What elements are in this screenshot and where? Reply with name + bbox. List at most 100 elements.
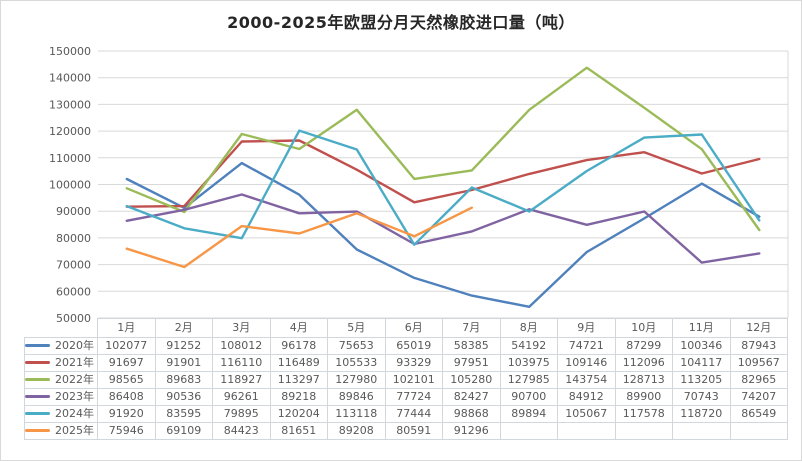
series-name: 2021年	[55, 356, 94, 369]
value-cell: 103975	[499, 354, 558, 372]
table-row-2020年: 2020年 102077 91252 108012 96178 75653 65019 583…	[24, 337, 788, 355]
month-header-row: 1月 2月 3月 4月 5月 6月 7月 8月 9月 10月 11月 12月	[25, 318, 788, 338]
y-axis-tick-label: 50000	[56, 312, 91, 325]
value-cell: 127985	[499, 371, 558, 389]
month-header: 7月	[442, 318, 501, 338]
value-cell: 77724	[384, 388, 443, 406]
value-cell: 91920	[97, 405, 156, 423]
value-cell: 84912	[557, 388, 616, 406]
value-cell: 87299	[614, 337, 673, 355]
value-cell: 96178	[269, 337, 328, 355]
value-cell: 86408	[97, 388, 156, 406]
value-cell: 70743	[672, 388, 731, 406]
series-legend-label: 2021年	[24, 354, 98, 372]
series-name: 2025年	[55, 424, 94, 437]
value-cell: 109567	[729, 354, 788, 372]
series-line-2021年	[125, 139, 761, 208]
value-cell: 116489	[269, 354, 328, 372]
value-cell: 113205	[672, 371, 731, 389]
month-header: 6月	[384, 318, 443, 338]
month-header: 3月	[212, 318, 271, 338]
y-axis-tick-label: 140000	[49, 72, 91, 85]
value-cell: 77444	[384, 405, 443, 423]
value-cell: 102077	[97, 337, 156, 355]
value-cell: 113297	[269, 371, 328, 389]
value-cell: 105067	[557, 405, 616, 423]
series-line-2024年	[125, 129, 761, 246]
value-cell: 89683	[154, 371, 213, 389]
value-cell: 58385	[442, 337, 501, 355]
value-cell: 75653	[327, 337, 386, 355]
series-name: 2023年	[55, 390, 94, 403]
value-cell: 75946	[97, 422, 156, 440]
series-legend-label: 2024年	[24, 405, 98, 423]
y-axis-tick-label: 150000	[49, 45, 91, 58]
series-line-2022年	[125, 66, 761, 232]
value-cell: 117578	[614, 405, 673, 423]
value-cell: 90536	[154, 388, 213, 406]
y-axis-tick-label: 90000	[56, 205, 91, 218]
value-cell	[557, 422, 616, 440]
y-axis-tick-label: 80000	[56, 232, 91, 245]
value-cell: 54192	[499, 337, 558, 355]
month-header: 10月	[614, 318, 673, 338]
value-cell: 74721	[557, 337, 616, 355]
value-cell: 89208	[327, 422, 386, 440]
month-header: 4月	[269, 318, 328, 338]
series-line-2023年	[125, 193, 761, 264]
value-cell: 91901	[154, 354, 213, 372]
value-cell: 98565	[97, 371, 156, 389]
value-cell: 102101	[384, 371, 443, 389]
value-cell: 84423	[212, 422, 271, 440]
month-header: 2月	[154, 318, 213, 338]
y-axis-tick-label: 100000	[49, 179, 91, 192]
value-cell: 128713	[614, 371, 673, 389]
series-name: 2022年	[55, 373, 94, 386]
y-axis-tick-label: 60000	[56, 285, 91, 298]
legend-swatch-icon	[25, 377, 50, 381]
y-axis-tick-label: 130000	[49, 98, 91, 111]
value-cell: 74207	[729, 388, 788, 406]
table-row-2021年: 2021年 91697 91901 116110 116489 105533 93329 97…	[24, 354, 788, 372]
month-header: 8月	[499, 318, 558, 338]
value-cell: 109146	[557, 354, 616, 372]
value-cell: 87943	[729, 337, 788, 355]
value-cell: 91697	[97, 354, 156, 372]
month-header: 9月	[557, 318, 616, 338]
series-name: 2024年	[55, 407, 94, 420]
legend-swatch-icon	[25, 394, 50, 398]
value-cell: 105280	[442, 371, 501, 389]
table-row-2022年: 2022年 98565 89683 118927 113297 127980 102101 1…	[24, 371, 788, 389]
chart-title: 2000-2025年欧盟分月天然橡胶进口量（吨）	[227, 13, 575, 32]
data-table: 1月 2月 3月 4月 5月 6月 7月 8月 9月 10月 11月 12月 2020年 102077 91…	[24, 318, 788, 440]
value-cell: 143754	[557, 371, 616, 389]
y-axis-tick-label: 70000	[56, 259, 91, 272]
value-cell: 96261	[212, 388, 271, 406]
value-cell: 120204	[269, 405, 328, 423]
value-cell: 118927	[212, 371, 271, 389]
month-header: 1月	[97, 318, 156, 338]
table-row-2023年: 2023年 86408 90536 96261 89218 89846 77724 82427…	[24, 388, 788, 406]
y-axis-tick-label: 110000	[49, 152, 91, 165]
value-cell: 80591	[384, 422, 443, 440]
value-cell: 113118	[327, 405, 386, 423]
legend-swatch-icon	[25, 343, 50, 347]
value-cell: 104117	[672, 354, 731, 372]
value-cell: 82427	[442, 388, 501, 406]
value-cell: 81651	[269, 422, 328, 440]
value-cell: 127980	[327, 371, 386, 389]
value-cell: 83595	[154, 405, 213, 423]
series-name: 2020年	[55, 339, 94, 352]
series-legend-label: 2022年	[24, 371, 98, 389]
month-header: 5月	[327, 318, 386, 338]
value-cell: 105533	[327, 354, 386, 372]
series-legend-label: 2020年	[24, 337, 98, 355]
value-cell: 93329	[384, 354, 443, 372]
value-cell: 82965	[729, 371, 788, 389]
table-row-2025年: 2025年 75946 69109 84423 81651 89208 80591 91296	[24, 422, 788, 440]
table-row-2024年: 2024年 91920 83595 79895 120204 113118 77444 988…	[24, 405, 788, 423]
value-cell: 98868	[442, 405, 501, 423]
value-cell: 112096	[614, 354, 673, 372]
